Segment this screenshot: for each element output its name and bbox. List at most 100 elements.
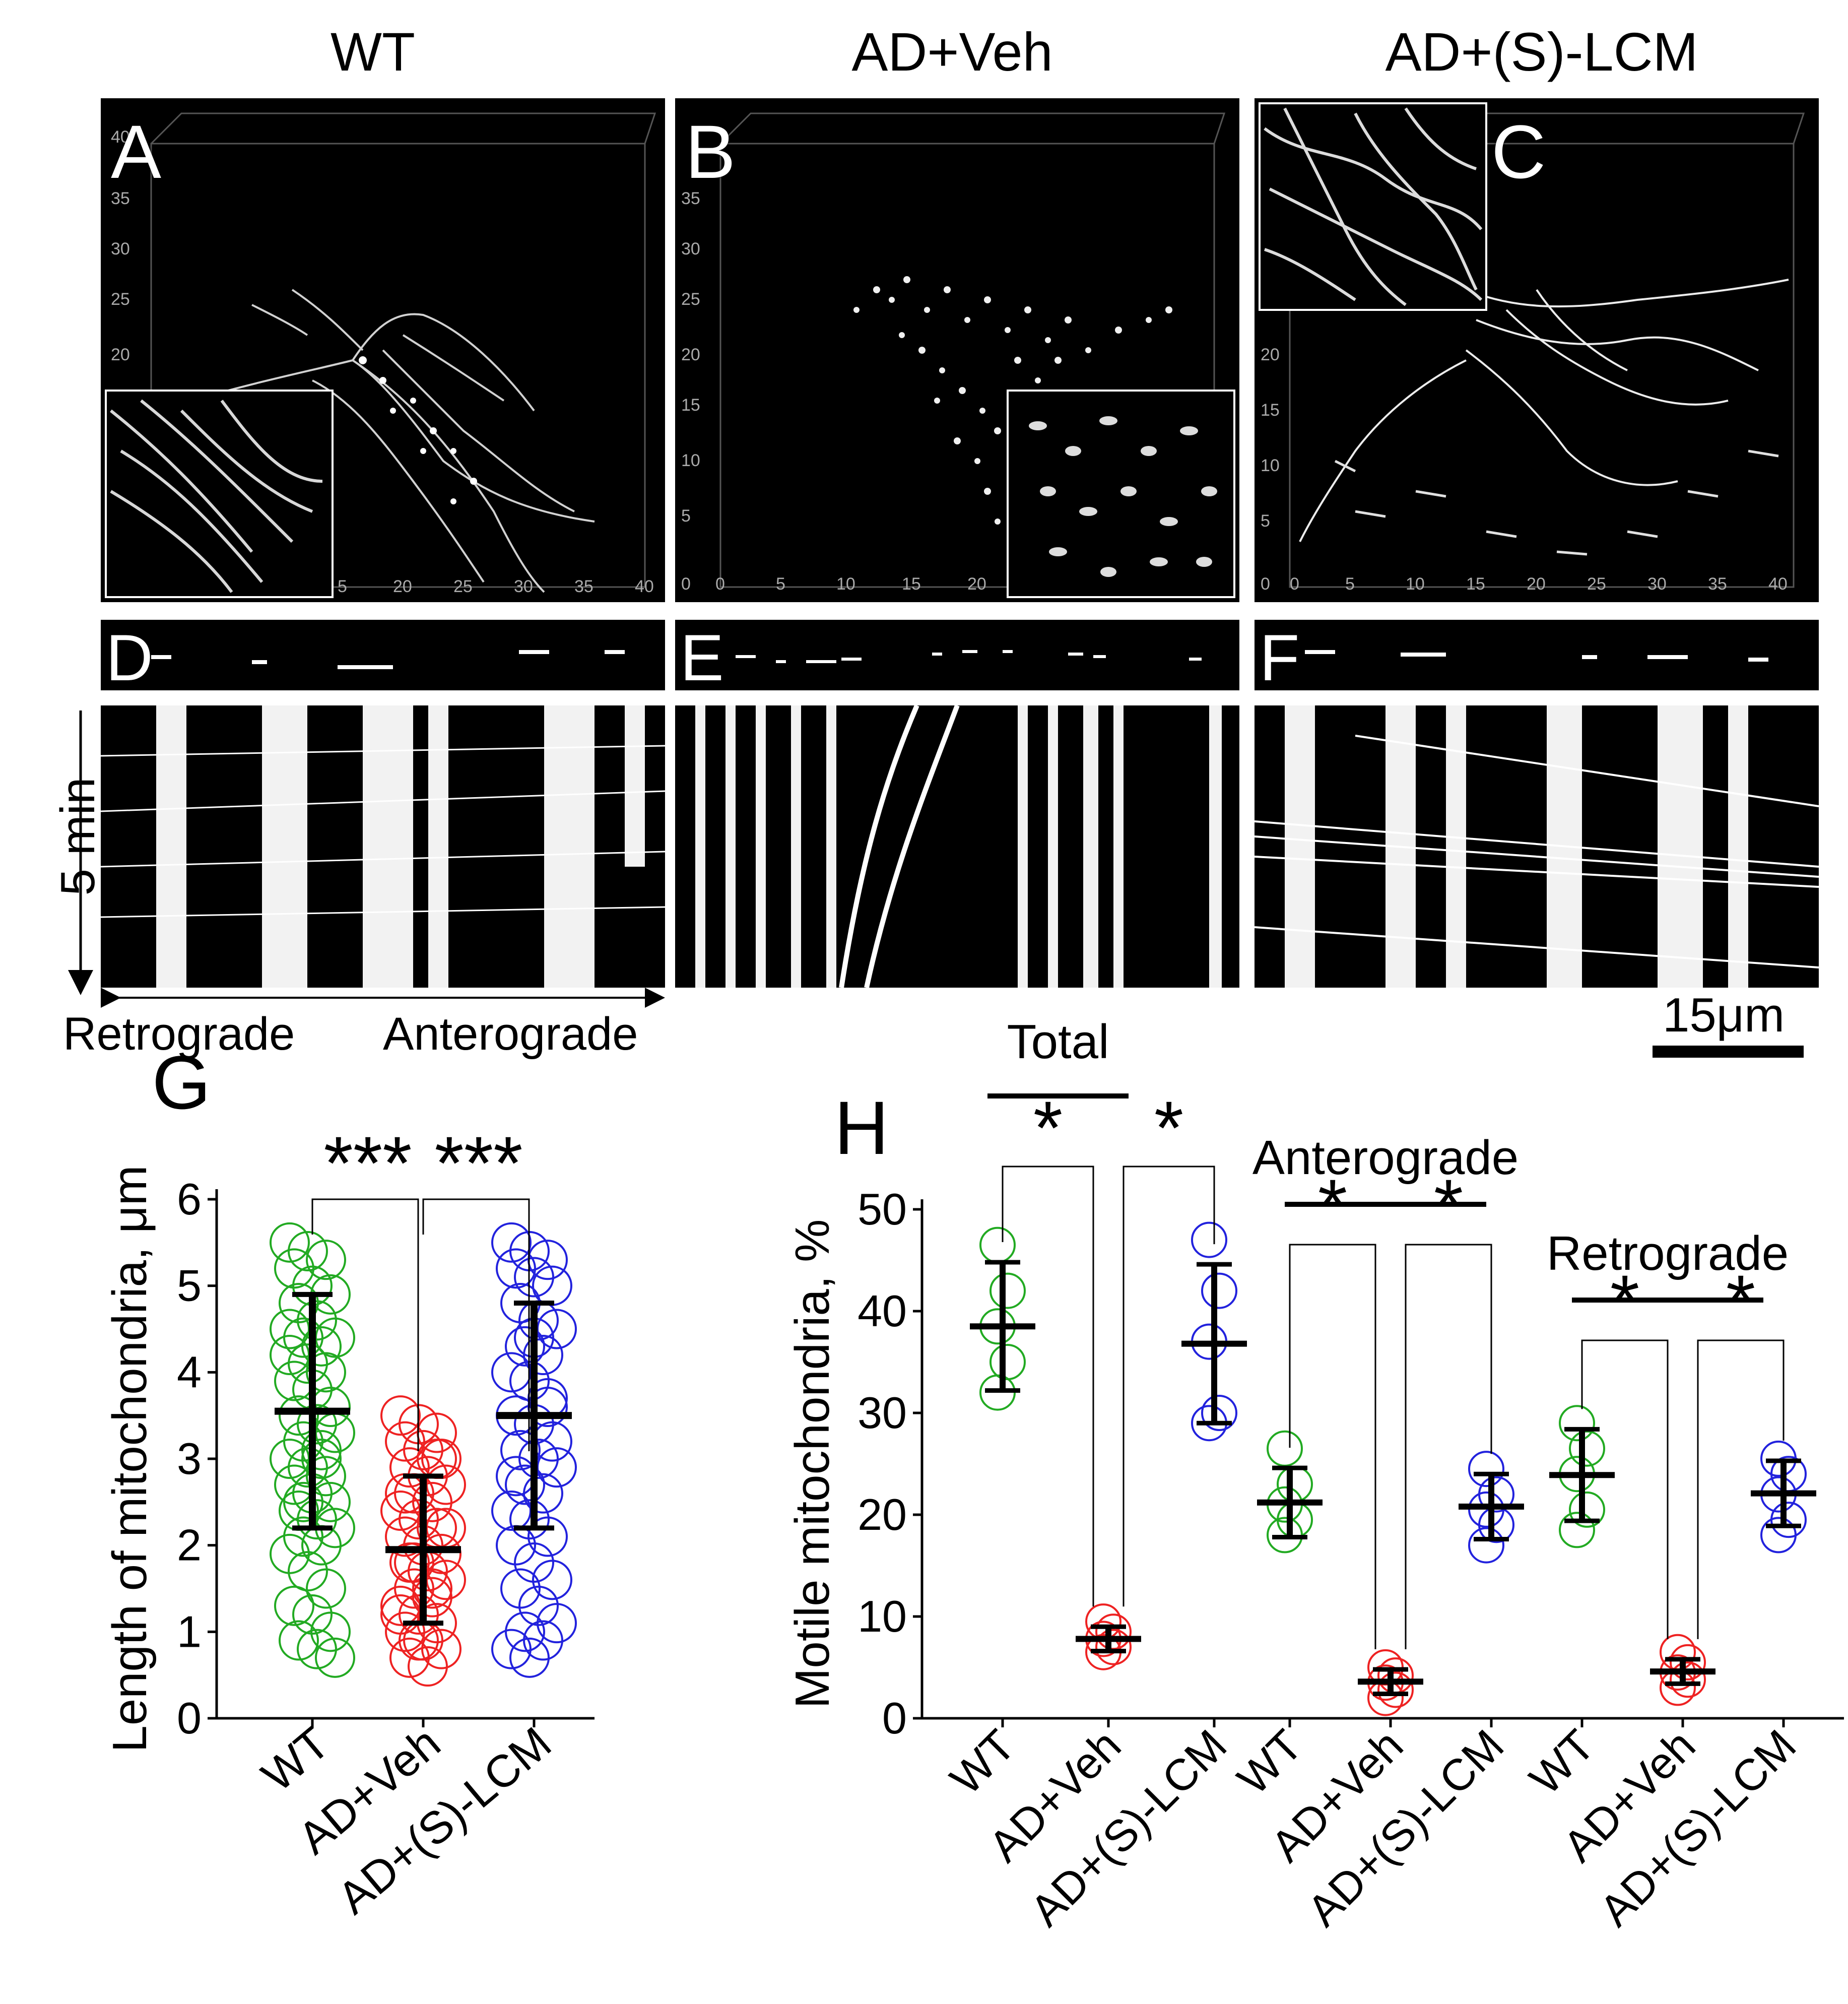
data-point-g	[270, 1222, 310, 1263]
data-point-g	[306, 1456, 346, 1497]
sig-bracket-h	[1289, 1244, 1376, 1650]
scale-bar	[1653, 1046, 1804, 1058]
panel-label-b: B	[685, 109, 736, 194]
mitochondria-3d-image-b: 35 30 25 20 15 10 5 0 0 5 10 15 20	[681, 112, 1235, 598]
tick-b-y-0: 0	[681, 574, 691, 594]
tick-a-y-35: 35	[111, 189, 130, 208]
data-point-g	[301, 1439, 342, 1479]
group-title-h: Retrograde	[1547, 1226, 1789, 1280]
data-point-g	[491, 1222, 532, 1263]
data-point-g	[288, 1343, 328, 1384]
y-tick-label-g: 6	[177, 1174, 202, 1224]
group-title-h: Total	[1007, 1015, 1109, 1069]
tick-a-y-25: 25	[111, 290, 130, 309]
data-point-g	[412, 1568, 452, 1609]
tick-a-y-20: 20	[111, 345, 130, 364]
tick-a-y-30: 30	[111, 239, 130, 258]
scale-bar-label: 15μm	[1663, 988, 1785, 1042]
data-point-g	[288, 1231, 328, 1271]
data-point-g	[399, 1499, 439, 1540]
sig-bracket-h	[1581, 1339, 1669, 1639]
data-point-h	[1569, 1491, 1605, 1528]
tick-b-y-35: 35	[681, 189, 700, 208]
sig-bracket-g	[311, 1198, 419, 1451]
panel-label-e: E	[680, 621, 724, 690]
column-title-ad-veh: AD+Veh	[851, 21, 1053, 82]
column-title-ad-slcm: AD+(S)-LCM	[1385, 21, 1698, 82]
data-point-h	[1377, 1671, 1414, 1708]
data-point-g	[412, 1577, 452, 1618]
data-point-g	[301, 1430, 342, 1470]
panel-label-d: D	[106, 621, 153, 690]
kymograph-ad-slcm	[1255, 705, 1819, 988]
data-point-h	[1095, 1613, 1132, 1650]
tick-b-y-30: 30	[681, 239, 700, 258]
mitochondria-3d-image-c: 20 15 10 5 0 0 5 10 15 20 25 30 35 40	[1259, 102, 1805, 594]
axon-strip-d: D	[101, 620, 665, 690]
tick-a-x-40: 40	[635, 577, 654, 596]
microscopy-panel-b: 35 30 25 20 15 10 5 0 0 5 10 15 20 B	[675, 98, 1239, 602]
tick-a-x-30: 30	[514, 577, 533, 596]
sig-label-h: *	[1726, 1259, 1755, 1344]
x-tick-label-h: WT	[1228, 1720, 1312, 1804]
y-tick-label-h: 0	[882, 1693, 907, 1743]
data-point-h	[1559, 1512, 1595, 1548]
data-point-g	[270, 1309, 310, 1349]
panel-label-a: A	[111, 109, 162, 194]
sig-label-g: ***	[434, 1121, 522, 1205]
tick-b-x-0: 0	[715, 574, 725, 594]
data-point-g	[505, 1464, 545, 1505]
data-point-g	[306, 1240, 346, 1280]
tick-b-y-25: 25	[681, 290, 700, 309]
data-point-g	[505, 1326, 545, 1367]
data-point-g	[297, 1404, 337, 1445]
data-point-g	[310, 1611, 351, 1652]
sig-bracket-g	[422, 1198, 530, 1451]
data-point-h	[1267, 1430, 1303, 1467]
tick-a-y-40: 40	[111, 127, 130, 147]
y-tick-label-g: 4	[177, 1347, 202, 1397]
sig-label-h: *	[1318, 1163, 1347, 1248]
y-tick-label-g: 0	[177, 1693, 202, 1743]
data-point-h	[1277, 1502, 1313, 1538]
panel-label-f: F	[1260, 621, 1300, 690]
inset-a	[105, 390, 334, 598]
data-point-h	[1468, 1527, 1504, 1564]
sig-bracket-h	[1697, 1339, 1785, 1639]
y-tick-label-g: 2	[177, 1520, 202, 1570]
panel-label-g: G	[152, 1048, 211, 1125]
data-point-g	[518, 1439, 559, 1479]
tick-b-x-20: 20	[967, 574, 986, 594]
tick-b-y-20: 20	[681, 345, 700, 364]
data-point-g	[283, 1516, 323, 1557]
data-point-g	[421, 1629, 461, 1669]
y-tick-label-g: 5	[177, 1261, 202, 1311]
tick-b-y-10: 10	[681, 451, 700, 470]
data-point-g	[509, 1637, 550, 1678]
tick-a-x-25: 25	[453, 577, 473, 596]
sig-bracket-h	[1123, 1166, 1215, 1607]
y-tick-label-h: 20	[857, 1490, 907, 1539]
data-point-h	[1660, 1634, 1696, 1670]
data-point-g	[505, 1611, 545, 1652]
data-point-h	[1468, 1451, 1504, 1488]
tick-c-x-0: 0	[1290, 574, 1299, 594]
data-point-h	[1559, 1405, 1595, 1442]
data-point-g	[527, 1516, 568, 1557]
data-point-g	[389, 1447, 430, 1488]
tick-c-x-25: 25	[1587, 574, 1606, 594]
chart-h: 0 10 20 30 40 50 Motile mitochondria, % Total WT…	[785, 1015, 1844, 1935]
data-point-g	[283, 1481, 323, 1522]
y-tick-label-g: 3	[177, 1434, 202, 1483]
y-axis-label-h: Motile mitochondria, %	[785, 1219, 839, 1708]
data-point-g	[500, 1430, 541, 1470]
data-point-g	[394, 1568, 434, 1609]
tick-a-x-5: 5	[338, 577, 347, 596]
data-point-h	[1191, 1221, 1227, 1258]
tick-c-x-40: 40	[1768, 574, 1788, 594]
data-point-h	[989, 1272, 1026, 1309]
data-point-g	[514, 1257, 554, 1298]
data-point-g	[385, 1611, 425, 1652]
data-point-g	[279, 1620, 319, 1661]
tick-c-x-35: 35	[1708, 574, 1727, 594]
